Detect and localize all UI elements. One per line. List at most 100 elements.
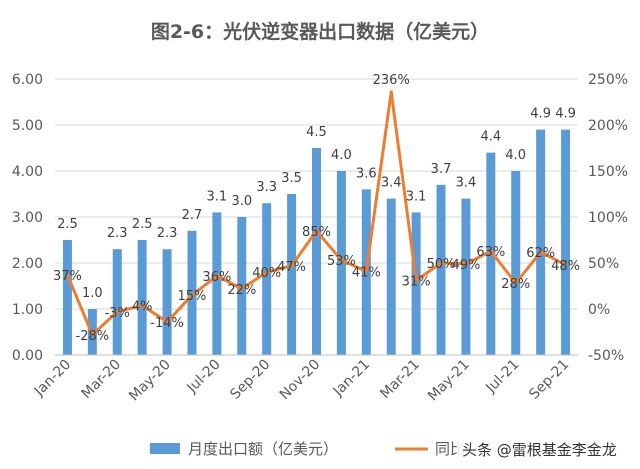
- line-data-label: 63%: [476, 245, 505, 260]
- x-tick-label: Nov-20: [277, 357, 324, 404]
- bar-data-label: 2.7: [182, 208, 203, 223]
- bar: [287, 194, 297, 355]
- bar-data-label: 4.9: [555, 107, 576, 122]
- bar-data-label: 3.4: [456, 176, 477, 191]
- bar: [112, 249, 122, 355]
- line-data-label: 37%: [53, 269, 82, 284]
- line-data-label: 53%: [327, 254, 356, 269]
- bar-data-label: 4.4: [480, 130, 501, 145]
- line-point: [514, 281, 518, 285]
- line-point: [414, 278, 418, 282]
- line-point: [240, 287, 244, 291]
- line-data-label: -3%: [105, 306, 130, 321]
- y-right-tick-label: 0%: [588, 302, 610, 318]
- y-right-tick-label: 50%: [588, 256, 619, 272]
- y-left-tick-label: 4.00: [12, 164, 43, 180]
- bar: [162, 249, 172, 355]
- bar: [312, 148, 321, 355]
- line-point: [290, 264, 294, 268]
- line-data-label: 31%: [402, 274, 431, 289]
- bar: [237, 217, 247, 355]
- bar-data-label: 2.3: [157, 226, 178, 241]
- legend-label-bar: 月度出口额（亿美元）: [188, 440, 338, 458]
- bar: [336, 171, 346, 355]
- bar-data-label: 4.5: [306, 125, 327, 140]
- x-tick-label: Sep-21: [526, 357, 572, 403]
- bar: [137, 240, 147, 355]
- bar: [212, 212, 222, 355]
- line-data-label: 48%: [551, 259, 580, 274]
- x-tick-label: Mar-21: [377, 357, 423, 403]
- bar-data-label: 3.6: [356, 166, 377, 181]
- x-tick-label: Jul-20: [184, 357, 224, 397]
- line-point: [339, 258, 343, 262]
- y-left-tick-label: 1.00: [12, 302, 43, 318]
- bar: [436, 184, 446, 355]
- bar-data-label: 2.5: [57, 217, 78, 232]
- line-data-label: 47%: [277, 260, 306, 275]
- y-right-tick-label: 200%: [588, 118, 628, 134]
- line-point: [265, 270, 269, 274]
- y-right-tick-label: -50%: [588, 348, 624, 364]
- line-point: [439, 261, 443, 265]
- bar: [561, 129, 571, 355]
- line-point: [215, 274, 219, 278]
- bar: [386, 198, 396, 355]
- legend-label-line: 同比: [435, 440, 465, 458]
- y-left-tick-label: 3.00: [12, 210, 43, 226]
- line-data-label: 62%: [526, 246, 555, 261]
- bar-data-label: 4.0: [331, 148, 352, 163]
- line-data-label: 41%: [352, 265, 381, 280]
- legend: 月度出口额（亿美元） 同比: [150, 440, 465, 458]
- line-data-label: 22%: [227, 283, 256, 298]
- line-point: [364, 269, 368, 273]
- bar-data-label: 3.4: [381, 176, 402, 191]
- x-tick-label: Mar-20: [79, 357, 125, 403]
- y-left-tick-label: 2.00: [12, 256, 43, 272]
- line-data-label: 236%: [373, 73, 410, 88]
- x-tick-label: Sep-20: [227, 357, 273, 403]
- line-point: [65, 273, 69, 277]
- line-data-label: 85%: [302, 225, 331, 240]
- x-tick-label: May-21: [425, 357, 473, 405]
- line-data-label: 50%: [427, 257, 456, 272]
- bar: [411, 212, 421, 355]
- line-point: [315, 229, 318, 233]
- y-right-tick-label: 250%: [588, 72, 628, 88]
- bar-data-label: 3.5: [281, 171, 302, 186]
- x-tick-label: Jul-21: [482, 357, 522, 397]
- line-data-label: 4%: [132, 299, 153, 314]
- line-data-label: 40%: [252, 266, 281, 281]
- bar: [62, 240, 72, 355]
- line-point: [190, 293, 194, 297]
- line-point: [140, 303, 144, 307]
- line-point: [489, 249, 493, 253]
- bar: [486, 152, 496, 355]
- line-point: [389, 90, 393, 94]
- chart-title: 图2-6：光伏逆变器出口数据（亿美元）: [151, 20, 489, 43]
- bar-data-label: 1.0: [82, 286, 103, 301]
- bar-data-label: 3.1: [406, 189, 427, 204]
- bar-data-label: 3.0: [231, 194, 252, 209]
- line-data-label: 15%: [178, 289, 207, 304]
- line-point: [564, 263, 568, 267]
- y-right-tick-label: 100%: [588, 210, 628, 226]
- bar-data-label: 3.7: [431, 162, 452, 177]
- line-data-label: 28%: [501, 277, 530, 292]
- bar: [187, 230, 197, 355]
- x-tick-label: May-20: [126, 357, 174, 405]
- bar: [536, 129, 546, 355]
- bar-data-label: 4.0: [505, 148, 526, 163]
- line-point: [464, 262, 468, 266]
- bar-data-label: 3.3: [256, 180, 277, 195]
- line-point: [90, 333, 94, 337]
- line-data-label: -28%: [76, 329, 110, 344]
- bar-data-label: 2.5: [132, 217, 153, 232]
- y-right-tick-label: 150%: [588, 164, 628, 180]
- line-data-label: -14%: [150, 316, 184, 331]
- line-point: [115, 310, 119, 314]
- bar-data-label: 2.3: [107, 226, 128, 241]
- line-point: [539, 250, 543, 254]
